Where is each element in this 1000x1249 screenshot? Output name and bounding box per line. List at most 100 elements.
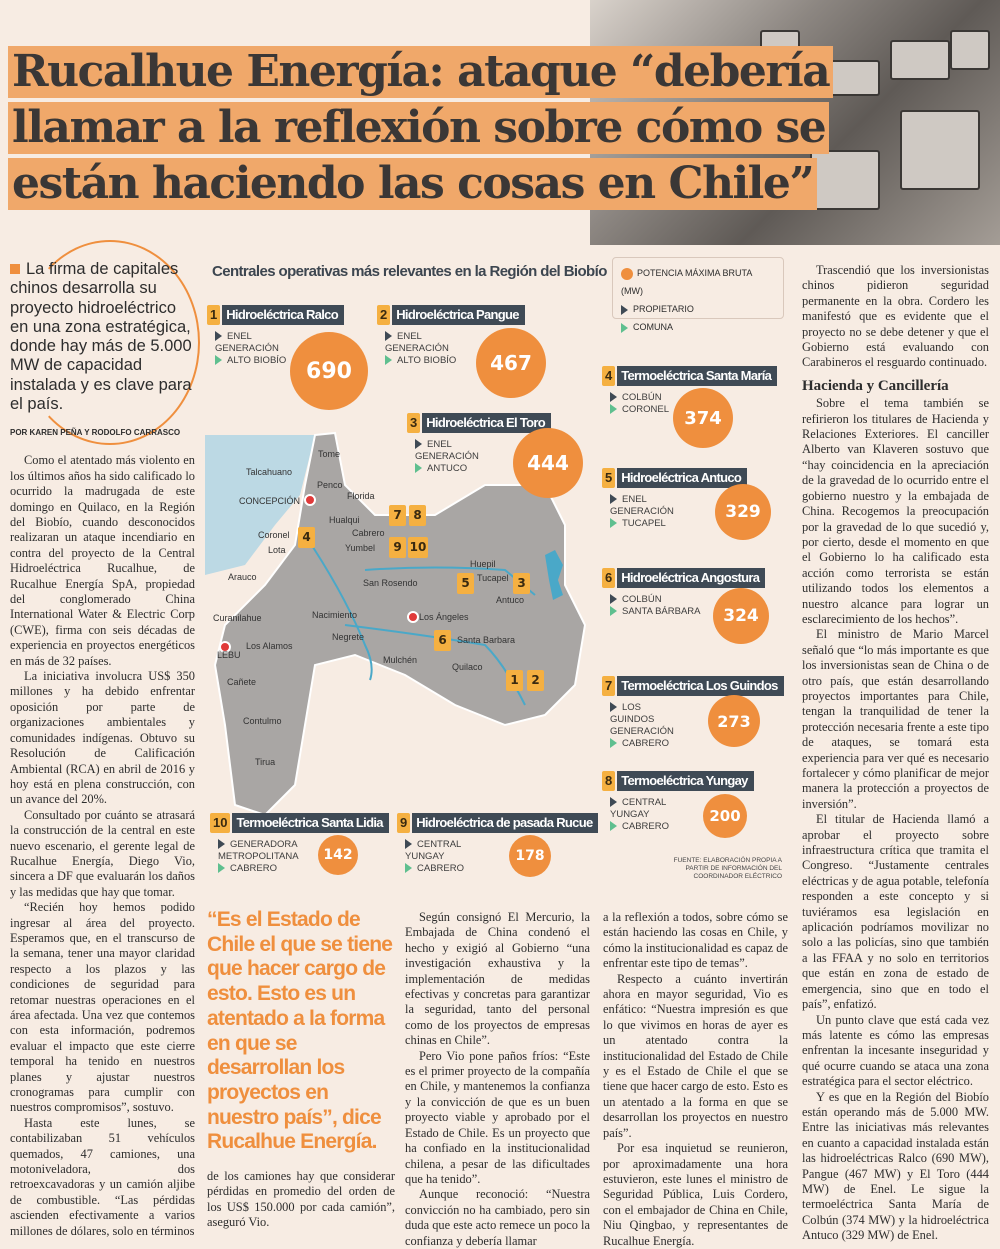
owner-icon — [415, 439, 422, 450]
capacity-circle: 273 — [708, 695, 760, 747]
plant-owner: ENEL GENERACIÓN — [215, 331, 279, 354]
paragraph: La iniciativa involucra US$ 350 millones… — [10, 669, 195, 807]
article-column-5: Trascendió que los inversionistas chinos… — [802, 263, 989, 1244]
commune-icon — [610, 821, 617, 832]
graphic-legend: POTENCIA MÁXIMA BRUTA (MW) PROPIETARIO C… — [612, 257, 784, 333]
triangle-icon — [621, 322, 628, 333]
plant-name: Termoeléctrica Santa María — [617, 366, 778, 386]
article-column-3: Según consignó El Mercurio, la Embajada … — [405, 910, 590, 1249]
paragraph: de los camiones hay que considerar pérdi… — [207, 1169, 395, 1230]
commune-icon — [405, 863, 412, 874]
owner-icon — [385, 331, 392, 342]
plant-card-pangue: 2 Hidroeléctrica Pangue ENEL GENERACIÓN A… — [377, 305, 525, 367]
city-label: Los Ángeles — [419, 612, 469, 622]
capacity-circle: 444 — [513, 428, 583, 498]
plant-owner: CENTRAL YUNGAY — [405, 839, 461, 862]
plant-number: 7 — [602, 676, 616, 696]
city-label: Huepil — [470, 559, 496, 569]
city-label: Cañete — [227, 677, 257, 687]
capacity-circle: 178 — [509, 835, 551, 877]
plant-number: 3 — [407, 413, 421, 433]
map-marker: 7 — [389, 505, 406, 526]
owner-icon — [610, 392, 617, 403]
paragraph: Pero Vio pone paños fríos: “Este es el p… — [405, 1048, 590, 1186]
plant-card-antuco: 5 Hidroeléctrica Antuco ENEL GENERACIÓN T… — [602, 468, 748, 530]
capacity-circle: 374 — [673, 388, 733, 448]
paragraph: Como el atentado más violento en los últ… — [10, 453, 195, 668]
paragraph: a la reflexión a todos, sobre cómo se es… — [603, 910, 788, 971]
commune-icon — [218, 863, 225, 874]
plant-commune: SANTA BÁRBARA — [622, 606, 701, 617]
paragraph: Hasta este lunes, se contabilizaban 51 v… — [10, 1115, 195, 1238]
plant-commune: CABRERO — [622, 821, 669, 832]
city-label: Talcahuano — [246, 467, 293, 477]
paragraph: Consultado por cuánto se atrasará la con… — [10, 807, 195, 899]
owner-icon — [405, 839, 412, 850]
map-marker: 3 — [513, 573, 530, 594]
plant-owner: COLBÚN — [622, 594, 662, 605]
map-marker: 8 — [409, 505, 426, 526]
city-label: Tirua — [255, 757, 276, 767]
owner-icon — [610, 494, 617, 505]
paragraph: Según consignó El Mercurio, la Embajada … — [405, 910, 590, 1048]
plant-name: Hidroeléctrica Antuco — [617, 468, 748, 488]
pull-quote-column: “Es el Estado de Chile el que se tiene q… — [207, 908, 395, 1231]
city-label: Tome — [318, 449, 341, 459]
graphic-title: Centrales operativas más relevantes en l… — [212, 263, 607, 280]
owner-icon — [218, 839, 225, 850]
owner-icon — [610, 594, 617, 605]
bullet-square-icon — [10, 264, 20, 274]
plant-commune: CABRERO — [417, 863, 464, 874]
commune-icon — [415, 463, 422, 474]
commune-icon — [385, 355, 392, 366]
plant-owner: GENERADORA METROPOLITANA — [218, 839, 299, 862]
plant-commune: ANTUCO — [427, 463, 468, 474]
plant-card-ralco: 1 Hidroeléctrica Ralco ENEL GENERACIÓN AL… — [207, 305, 344, 367]
city-label: Nacimiento — [312, 610, 358, 620]
city-label: Cabrero — [352, 528, 385, 538]
paragraph: El ministro de Mario Marcel señaló que “… — [802, 627, 989, 811]
plant-owner: ENEL GENERACIÓN — [385, 331, 449, 354]
owner-icon — [610, 797, 617, 808]
plant-card-santa-maria: 4 Termoeléctrica Santa María COLBÚN CORON… — [602, 366, 778, 416]
city-label: Antuco — [496, 595, 525, 605]
city-label: Lota — [268, 545, 286, 555]
legend-label: POTENCIA MÁXIMA BRUTA (MW) — [621, 268, 752, 296]
plant-number: 8 — [602, 771, 616, 791]
capacity-circle: 690 — [290, 332, 368, 410]
map-marker: 4 — [298, 527, 315, 548]
plant-name: Hidroeléctrica El Toro — [422, 413, 551, 433]
plant-name: Termoeléctrica Santa Lidia — [232, 813, 389, 833]
capacity-circle: 324 — [713, 588, 769, 644]
plant-card-rucue: 9 Hidroeléctrica de pasada Rucue CENTRAL … — [397, 813, 599, 875]
legend-label: COMUNA — [633, 322, 673, 332]
graphic-source: FUENTE: ELABORACIÓN PROPIA A PARTIR DE I… — [673, 857, 782, 880]
plant-number: 4 — [602, 366, 616, 386]
commune-icon — [610, 404, 617, 415]
paragraph: Respecto a cuánto invertirán ahora en ma… — [603, 971, 788, 1140]
commune-icon — [610, 518, 617, 529]
city-label: Mulchén — [383, 655, 418, 665]
plant-owner: ENEL GENERACIÓN — [610, 494, 674, 517]
lead-summary: La firma de capitales chinos desarrolla … — [10, 260, 195, 414]
plant-name: Hidroeléctrica de pasada Rucue — [412, 813, 599, 833]
owner-icon — [215, 331, 222, 342]
article-column-1: Como el atentado más violento en los últ… — [10, 453, 195, 1239]
plant-card-angostura: 6 Hidroeléctrica Angostura COLBÚN SANTA B… — [602, 568, 766, 618]
paragraph: El titular de Hacienda llamó a aprobar e… — [802, 812, 989, 1012]
map-marker: 2 — [527, 670, 544, 691]
city-label: Hualqui — [329, 515, 360, 525]
map-marker: 1 — [506, 670, 523, 691]
capacity-circle: 467 — [476, 328, 546, 398]
map-marker: 5 — [457, 573, 474, 594]
plant-card-los-guindos: 7 Termoeléctrica Los Guindos LOS GUINDOS … — [602, 676, 784, 750]
city-label: Penco — [317, 480, 343, 490]
plant-owner: COLBÚN — [622, 392, 662, 403]
circle-icon — [621, 267, 633, 280]
triangle-icon — [621, 304, 628, 315]
left-column-flow: La firma de capitales chinos desarrolla … — [10, 260, 195, 1239]
paragraph: Un punto clave que está cada vez más lat… — [802, 1012, 989, 1089]
plant-owner: LOS GUINDOS GENERACIÓN — [610, 702, 674, 737]
paragraph: “Recién hoy hemos podido ingresar al áre… — [10, 900, 195, 1115]
plant-number: 1 — [207, 305, 221, 325]
